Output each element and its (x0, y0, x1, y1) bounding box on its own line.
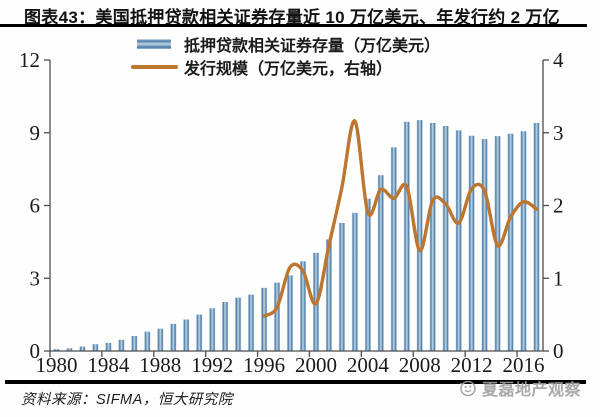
bar (377, 175, 384, 351)
bar (390, 147, 397, 351)
tick-label: 2 (553, 194, 564, 218)
tick-label: 2012 (451, 353, 493, 377)
bar (520, 131, 527, 351)
tick-label: 1988 (139, 353, 181, 377)
bar (183, 319, 190, 351)
bar (79, 346, 86, 351)
tick-label: 2016 (503, 353, 545, 377)
bar (468, 135, 475, 351)
y-axis-left: 0 3 6 9 12 (19, 48, 50, 363)
tick-label: 12 (19, 48, 40, 72)
bar (222, 302, 229, 351)
bar (299, 261, 307, 351)
legend-item-outstanding: 抵押贷款相关证券存量（万亿美元） (130, 32, 440, 55)
legend-item-label: 抵押贷款相关证券存量（万亿美元） (184, 37, 441, 55)
issuance-line (262, 119, 539, 318)
bar (131, 336, 138, 351)
line-series-key (130, 64, 178, 69)
source-note: 资料来源：SIFMA，恒大研究院 (21, 392, 233, 408)
tick-label: 0 (30, 339, 41, 363)
bar (118, 339, 125, 351)
tick-label: 0 (553, 339, 564, 363)
bottom-rule (5, 380, 586, 384)
tick-label: 3 (553, 121, 564, 145)
bar-series-key (130, 38, 178, 49)
watermark-text: 夏磊地产观察 (482, 382, 582, 399)
bar (273, 282, 281, 351)
tick-label: 1996 (243, 353, 285, 377)
bar (157, 328, 164, 351)
bar (92, 344, 99, 351)
line-swatch-icon (130, 64, 178, 69)
bar (403, 121, 410, 351)
bar (235, 297, 242, 351)
tick-label: 3 (30, 266, 41, 290)
tick-label: 2008 (399, 353, 441, 377)
bar (261, 287, 268, 351)
tick-label: 6 (30, 194, 41, 218)
watermark: 夏磊地产观察 (458, 376, 581, 400)
legend-item-label: 发行规模（万亿美元，右轴） (184, 60, 393, 78)
tick-label: 2000 (295, 353, 337, 377)
bar (286, 275, 294, 351)
bar (209, 308, 216, 351)
bar (351, 212, 358, 351)
x-axis: 1980 1984 1988 1992 1996 2000 2004 2008 2012 2016 (36, 351, 545, 377)
tick-label: 1984 (87, 353, 130, 377)
bar (248, 294, 255, 351)
tick-label: 2004 (347, 353, 390, 377)
bar (325, 239, 332, 351)
bar (455, 130, 462, 351)
tick-label: 1980 (36, 353, 78, 377)
tick-label: 1992 (191, 353, 233, 377)
bar (338, 223, 345, 351)
bar (507, 133, 514, 351)
bar (53, 349, 60, 351)
bar (105, 343, 112, 351)
bar (66, 348, 73, 351)
bar (196, 314, 203, 351)
bar (429, 123, 436, 351)
figure-title: 图表43：美国抵押贷款相关证券存量近 10 万亿美元、年发行约 2 万亿 (24, 8, 560, 27)
bar (533, 123, 540, 351)
bar-swatch-icon (137, 38, 171, 49)
y-axis-right: 0 1 2 3 4 (543, 48, 564, 363)
legend-item-issuance: 发行规模（万亿美元，右轴） (130, 55, 440, 78)
bar-series (53, 120, 540, 351)
bar (364, 198, 371, 351)
title-underline (0, 24, 587, 27)
tick-label: 9 (30, 121, 41, 145)
bar (416, 120, 423, 351)
bar (170, 323, 177, 351)
tick-label: 4 (553, 48, 564, 72)
sun-face-icon (460, 380, 476, 397)
bar (481, 139, 488, 351)
chart-legend: 抵押贷款相关证券存量（万亿美元） 发行规模（万亿美元，右轴） (130, 32, 440, 78)
bar (144, 331, 151, 351)
tick-label: 1 (553, 266, 564, 290)
bar (442, 126, 449, 351)
